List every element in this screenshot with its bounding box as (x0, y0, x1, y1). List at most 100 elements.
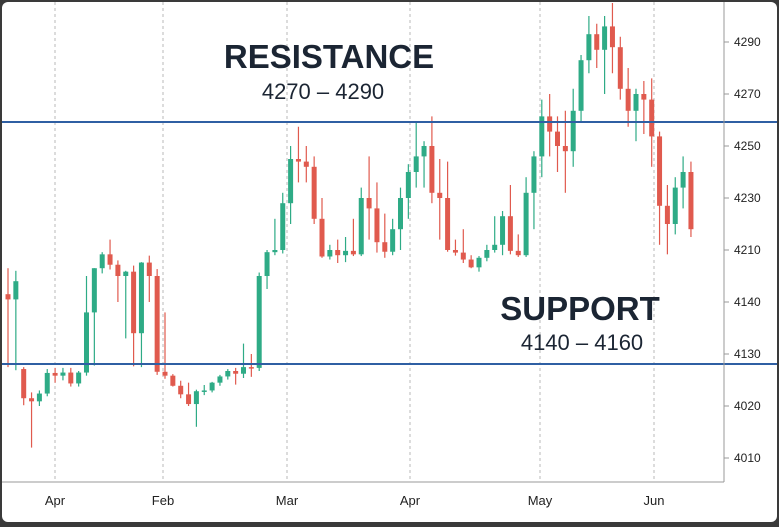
candle-body (445, 198, 451, 250)
candle (162, 312, 168, 379)
candle (217, 374, 223, 386)
candle-body (248, 367, 254, 369)
candle-body (578, 60, 584, 111)
resistance-title: RESISTANCE (224, 38, 434, 75)
candle-body (319, 218, 325, 257)
candle (500, 211, 506, 256)
x-tick-label: Apr (45, 493, 66, 508)
x-tick-label: Mar (276, 493, 299, 508)
candle-body (531, 156, 537, 193)
candle (413, 122, 419, 188)
candle (303, 146, 309, 183)
candle-body (586, 34, 592, 61)
candle (13, 270, 19, 371)
candle-body (437, 192, 443, 198)
candle (633, 88, 639, 142)
candle (123, 270, 129, 339)
candle (201, 385, 207, 396)
candle-body (468, 259, 474, 268)
candle (52, 367, 58, 383)
support-title: SUPPORT (500, 290, 660, 327)
candle-body (123, 271, 129, 276)
candle (311, 156, 317, 224)
candle-body (343, 250, 349, 256)
candle-body (170, 375, 176, 386)
candle-body (335, 250, 341, 256)
candle-body (602, 26, 608, 50)
candle-body (272, 250, 278, 253)
candle (366, 156, 372, 240)
candle-body (303, 161, 309, 167)
candle-body (374, 208, 380, 243)
candle-body (146, 262, 152, 276)
candle-body (484, 250, 490, 258)
candle-body (492, 244, 498, 250)
candle (531, 151, 537, 230)
candle-body (5, 294, 11, 300)
candle-body (36, 393, 42, 402)
candle-body (68, 372, 74, 384)
candle (350, 218, 356, 257)
candle-body (280, 203, 286, 250)
candle (390, 218, 396, 256)
candle (264, 250, 270, 289)
candle (21, 367, 27, 406)
candle-body (44, 372, 50, 394)
reference-lines (2, 121, 777, 365)
candle (131, 265, 137, 367)
candle-body (555, 131, 560, 146)
y-tick-label: 4140 (734, 295, 761, 309)
candle-body (594, 34, 600, 50)
candle (539, 99, 545, 178)
candle (460, 229, 466, 263)
y-tick-label: 4210 (734, 243, 761, 257)
candle-body (154, 276, 160, 372)
candle-body (657, 136, 663, 206)
y-tick-label: 4270 (734, 87, 761, 101)
candle-body (241, 367, 246, 374)
x-ticks: Apr Feb Mar Apr May Jun (45, 493, 665, 508)
candle (570, 88, 576, 167)
candle (233, 367, 239, 385)
candle (657, 131, 663, 245)
candle-body (688, 172, 694, 230)
candle-body (405, 172, 411, 198)
candle (664, 185, 670, 255)
candle (91, 268, 97, 366)
candle (60, 367, 66, 381)
candle (154, 269, 160, 375)
candle-body (178, 385, 184, 395)
candle-body (664, 205, 670, 224)
candle (107, 239, 113, 270)
candle-body (91, 268, 97, 313)
candle-body (539, 116, 545, 157)
candle (641, 81, 647, 134)
candle (578, 55, 584, 122)
candle-body (421, 146, 427, 157)
candle (452, 239, 458, 256)
candle (115, 260, 121, 302)
resistance-range: 4270 – 4290 (262, 79, 384, 104)
candle (146, 255, 152, 302)
candle (327, 244, 333, 260)
candle (374, 182, 380, 253)
candle-body (460, 252, 466, 260)
candle (288, 146, 294, 224)
candle (76, 371, 82, 387)
candle (507, 185, 513, 255)
candle-body (625, 88, 631, 111)
x-tick-label: Apr (400, 493, 421, 508)
candle (555, 116, 560, 172)
candle-body (452, 250, 458, 253)
y-ticks: 4290 4270 4250 4230 4210 4140 4130 4020 4010 (724, 35, 761, 465)
x-tick-label: May (528, 493, 553, 508)
candle-body (233, 371, 239, 374)
candle-body (295, 159, 301, 162)
candle (398, 187, 403, 250)
candle (186, 382, 192, 406)
candle (256, 272, 262, 371)
candle-body (617, 47, 623, 89)
candle-body (633, 94, 639, 111)
candle (193, 389, 199, 427)
